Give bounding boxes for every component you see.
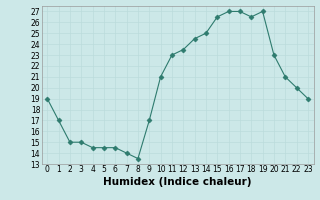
X-axis label: Humidex (Indice chaleur): Humidex (Indice chaleur) [103, 177, 252, 187]
